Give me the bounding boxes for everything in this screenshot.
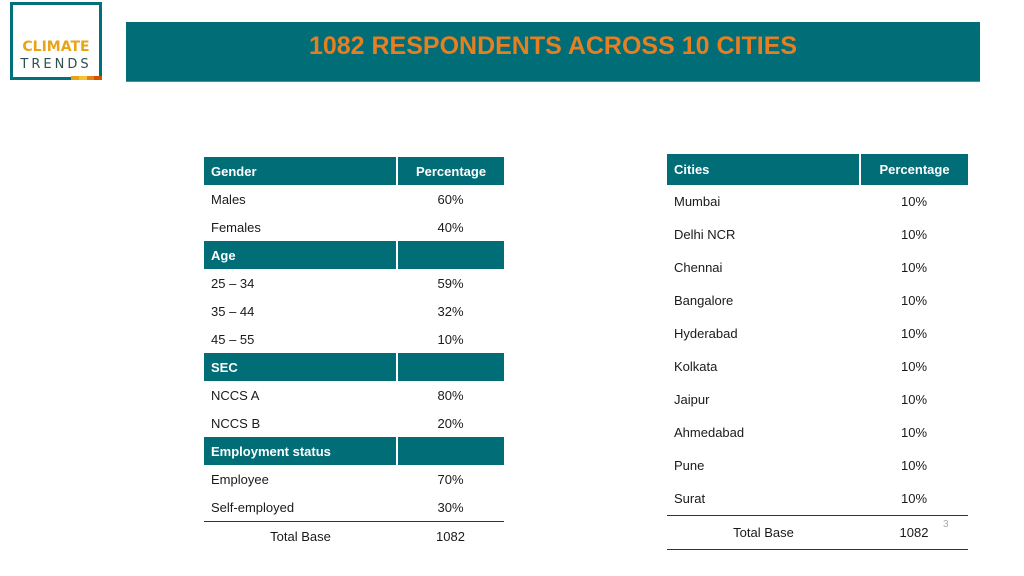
- title-banner: 1082 RESPONDENTS ACROSS 10 CITIES: [126, 22, 980, 82]
- city-name: Delhi NCR: [674, 227, 736, 242]
- total-value: 1082: [397, 521, 504, 550]
- percentage-header: Percentage: [859, 154, 968, 185]
- city-percentage: 10%: [900, 293, 928, 308]
- row-value: 30%: [437, 499, 464, 515]
- climate-trends-logo: CLIMATE TRENDS: [10, 2, 102, 80]
- section-header-row: SEC: [204, 353, 504, 381]
- table-row: Delhi NCR 10%: [667, 218, 968, 251]
- row-value: 20%: [437, 415, 464, 431]
- row-value: 70%: [437, 471, 464, 487]
- city-percentage: 10%: [900, 260, 928, 275]
- gender-header: Gender: [204, 157, 397, 185]
- logo-stripe-segment: [71, 76, 79, 80]
- table-row: Chennai 10%: [667, 251, 968, 284]
- city-name: Jaipur: [674, 392, 710, 407]
- logo-stripe-segment: [86, 76, 95, 80]
- table-row: Self-employed 30%: [204, 493, 504, 522]
- section-header-empty-cell: [396, 353, 504, 381]
- table-row: Employee 70%: [204, 465, 504, 493]
- table-row: Ahmedabad 10%: [667, 416, 968, 449]
- logo-text-climate: CLIMATE: [22, 39, 90, 55]
- table-row: Hyderabad 10%: [667, 317, 968, 350]
- logo-text-trends: TRENDS: [20, 57, 92, 72]
- page-number: 3: [943, 519, 949, 530]
- table-row: NCCS A 80%: [204, 381, 504, 409]
- logo-stripe-segment: [94, 76, 102, 80]
- section-header-row: Employment status: [204, 437, 504, 465]
- age-section-header: Age: [204, 241, 397, 269]
- employment-section-header: Employment status: [204, 437, 397, 465]
- table-row: Surat 10%: [667, 482, 968, 516]
- table-row: Bangalore 10%: [667, 284, 968, 317]
- row-label: 35 – 44: [211, 303, 255, 319]
- row-value: 80%: [437, 387, 464, 403]
- city-percentage: 10%: [900, 359, 928, 374]
- city-percentage: 10%: [900, 227, 928, 242]
- row-value: 32%: [437, 303, 464, 319]
- city-name: Bangalore: [674, 293, 734, 308]
- table-row: Females 40%: [204, 213, 504, 241]
- table-row: 25 – 34 59%: [204, 269, 504, 297]
- total-value: 1082: [860, 515, 968, 550]
- total-row: Total Base 1082: [204, 521, 504, 550]
- logo-color-stripe: [71, 76, 102, 80]
- city-percentage: 10%: [900, 392, 928, 407]
- row-value: 10%: [437, 331, 464, 347]
- row-label: 45 – 55: [211, 331, 255, 347]
- table-row: NCCS B 20%: [204, 409, 504, 437]
- city-percentage: 10%: [900, 458, 928, 473]
- row-label: Employee: [211, 471, 269, 487]
- table-row: Kolkata 10%: [667, 350, 968, 383]
- total-label: Total Base: [667, 515, 860, 550]
- sec-section-header: SEC: [204, 353, 397, 381]
- row-label: Females: [211, 219, 261, 235]
- city-name: Chennai: [674, 260, 723, 275]
- row-label: NCCS A: [211, 387, 260, 403]
- total-row: Total Base 1082: [667, 515, 968, 550]
- section-header-empty-cell: [396, 241, 504, 269]
- table-row: 45 – 55 10%: [204, 325, 504, 353]
- city-name: Surat: [674, 491, 706, 506]
- row-label: Males: [211, 191, 246, 207]
- row-value: 59%: [437, 275, 464, 291]
- city-name: Pune: [674, 458, 705, 473]
- table-row: Males 60%: [204, 185, 504, 213]
- logo-stripe-segment: [78, 76, 87, 80]
- table-row: Jaipur 10%: [667, 383, 968, 416]
- page-title: 1082 RESPONDENTS ACROSS 10 CITIES: [308, 32, 798, 60]
- table-row: Mumbai 10%: [667, 185, 968, 218]
- city-percentage: 10%: [900, 326, 928, 341]
- section-header-row: Age: [204, 241, 504, 269]
- row-label: Self-employed: [211, 499, 295, 515]
- table-row: Pune 10%: [667, 449, 968, 482]
- cities-header: Cities: [667, 154, 860, 185]
- total-label: Total Base: [204, 521, 397, 550]
- percentage-header: Percentage: [396, 157, 504, 185]
- city-percentage: 10%: [900, 425, 928, 440]
- city-name: Ahmedabad: [674, 425, 745, 440]
- city-name: Mumbai: [674, 194, 721, 209]
- row-value: 60%: [437, 191, 464, 207]
- row-label: NCCS B: [211, 415, 261, 431]
- cities-table: Cities Percentage Mumbai 10% Delhi NCR 1…: [667, 154, 968, 550]
- table-header-row: Cities Percentage: [667, 154, 968, 185]
- row-value: 40%: [437, 219, 464, 235]
- row-label: 25 – 34: [211, 275, 255, 291]
- city-name: Kolkata: [674, 359, 718, 374]
- city-name: Hyderabad: [674, 326, 738, 341]
- table-row: 35 – 44 32%: [204, 297, 504, 325]
- section-header-empty-cell: [396, 437, 504, 465]
- city-percentage: 10%: [900, 194, 928, 209]
- table-header-row: Gender Percentage: [204, 157, 504, 185]
- city-percentage: 10%: [900, 491, 928, 506]
- demographics-table: Gender Percentage Males 60% Females 40% …: [204, 157, 504, 550]
